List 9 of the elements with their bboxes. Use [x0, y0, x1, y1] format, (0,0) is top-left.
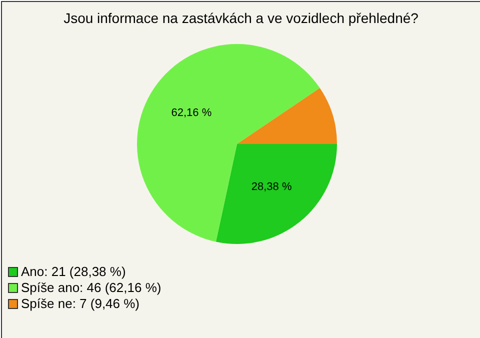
- data-label: 62,16 %: [171, 107, 212, 120]
- legend-label: Ano: 21 (28,38 %): [21, 264, 126, 280]
- legend-label: Spíše ano: 46 (62,16 %): [21, 280, 162, 296]
- pie-slice: [216, 144, 337, 244]
- data-label: 28,38 %: [251, 180, 292, 193]
- chart-title: Jsou informace na zastávkách a ve vozidlech přehledné?: [62, 10, 420, 26]
- legend-label: Spíše ne: 7 (9,46 %): [21, 296, 140, 312]
- pie-slice: [237, 88, 337, 144]
- pie-slice: [137, 44, 320, 242]
